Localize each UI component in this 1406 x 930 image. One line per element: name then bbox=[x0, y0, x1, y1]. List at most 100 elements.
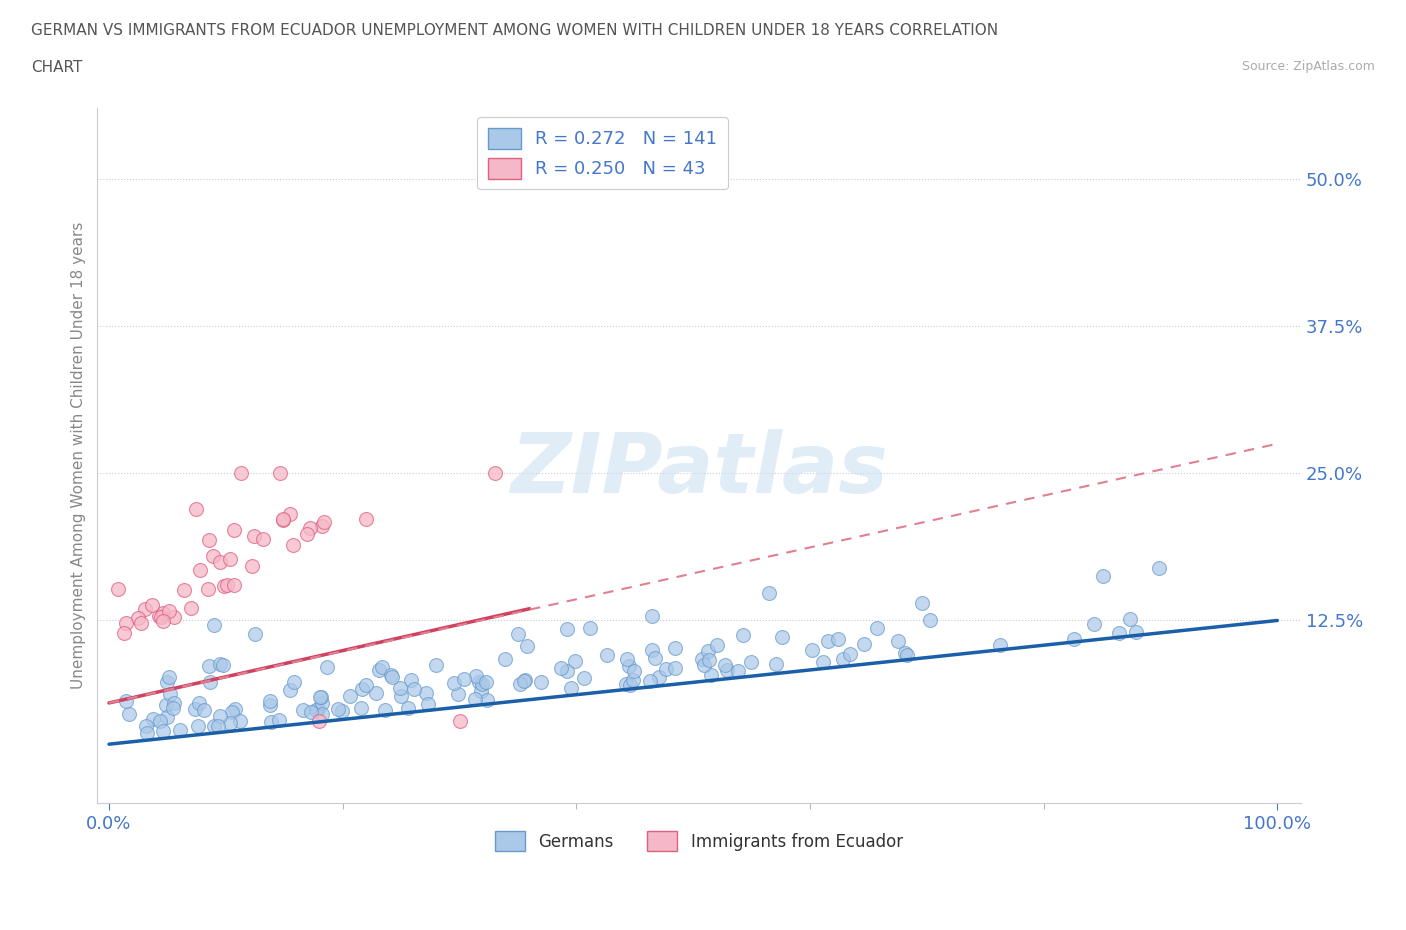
Point bbox=[107, 582, 129, 597]
Point bbox=[259, 694, 281, 709]
Point bbox=[159, 686, 181, 701]
Point bbox=[418, 697, 440, 711]
Point bbox=[197, 581, 219, 596]
Point bbox=[380, 668, 402, 683]
Point bbox=[471, 677, 494, 692]
Point bbox=[208, 657, 231, 671]
Point bbox=[367, 662, 389, 677]
Point bbox=[425, 658, 447, 672]
Point bbox=[1083, 617, 1105, 631]
Point bbox=[644, 651, 666, 666]
Point bbox=[494, 651, 516, 666]
Point bbox=[243, 529, 266, 544]
Point bbox=[229, 713, 252, 728]
Point bbox=[1091, 569, 1114, 584]
Point bbox=[700, 668, 723, 683]
Point bbox=[299, 705, 322, 720]
Point bbox=[664, 641, 686, 656]
Point bbox=[714, 658, 737, 673]
Point bbox=[127, 610, 149, 625]
Point bbox=[564, 654, 586, 669]
Point bbox=[918, 613, 941, 628]
Point bbox=[198, 674, 221, 689]
Point bbox=[623, 664, 645, 679]
Point bbox=[838, 647, 860, 662]
Text: ZIPatlas: ZIPatlas bbox=[510, 429, 889, 510]
Point bbox=[770, 630, 793, 644]
Point bbox=[112, 625, 135, 640]
Point bbox=[690, 652, 713, 667]
Point bbox=[218, 716, 240, 731]
Point bbox=[506, 627, 529, 642]
Point bbox=[152, 614, 174, 629]
Point bbox=[152, 724, 174, 738]
Point bbox=[396, 700, 419, 715]
Point bbox=[328, 701, 350, 716]
Point bbox=[281, 538, 304, 552]
Point bbox=[693, 658, 716, 672]
Point bbox=[330, 704, 353, 719]
Point bbox=[157, 604, 180, 618]
Point bbox=[648, 670, 671, 684]
Point bbox=[617, 658, 640, 673]
Point bbox=[136, 725, 159, 740]
Point bbox=[222, 523, 245, 538]
Point bbox=[311, 707, 333, 722]
Point bbox=[550, 661, 572, 676]
Point bbox=[697, 653, 720, 668]
Point bbox=[852, 637, 875, 652]
Point bbox=[641, 609, 664, 624]
Point bbox=[219, 551, 242, 566]
Point bbox=[202, 618, 225, 632]
Point bbox=[292, 703, 315, 718]
Point bbox=[765, 657, 787, 671]
Point bbox=[221, 705, 243, 720]
Point bbox=[231, 466, 253, 481]
Point bbox=[640, 673, 662, 688]
Point bbox=[614, 676, 637, 691]
Point bbox=[475, 674, 498, 689]
Point bbox=[148, 608, 170, 623]
Point bbox=[389, 688, 412, 703]
Point bbox=[267, 713, 290, 728]
Point bbox=[574, 671, 596, 685]
Point bbox=[309, 689, 332, 704]
Point bbox=[1125, 624, 1147, 639]
Point bbox=[354, 512, 377, 526]
Point bbox=[311, 689, 333, 704]
Text: CHART: CHART bbox=[31, 60, 83, 75]
Point bbox=[212, 658, 235, 673]
Point bbox=[311, 518, 333, 533]
Point bbox=[162, 700, 184, 715]
Point bbox=[446, 686, 468, 701]
Point bbox=[640, 643, 662, 658]
Point bbox=[183, 701, 205, 716]
Point bbox=[364, 685, 387, 700]
Text: Source: ZipAtlas.com: Source: ZipAtlas.com bbox=[1241, 60, 1375, 73]
Y-axis label: Unemployment Among Women with Children Under 18 years: Unemployment Among Women with Children U… bbox=[72, 222, 86, 689]
Point bbox=[1108, 626, 1130, 641]
Point bbox=[150, 610, 173, 625]
Point bbox=[135, 719, 157, 734]
Point bbox=[269, 466, 291, 481]
Point bbox=[243, 627, 266, 642]
Point bbox=[453, 671, 475, 686]
Point bbox=[560, 681, 582, 696]
Point bbox=[530, 675, 553, 690]
Text: GERMAN VS IMMIGRANTS FROM ECUADOR UNEMPLOYMENT AMONG WOMEN WITH CHILDREN UNDER 1: GERMAN VS IMMIGRANTS FROM ECUADOR UNEMPL… bbox=[31, 23, 998, 38]
Point bbox=[201, 549, 224, 564]
Point bbox=[271, 512, 294, 527]
Point bbox=[118, 706, 141, 721]
Point bbox=[579, 621, 602, 636]
Point bbox=[173, 583, 195, 598]
Point bbox=[208, 554, 231, 569]
Point bbox=[307, 701, 329, 716]
Point bbox=[163, 610, 186, 625]
Point bbox=[259, 714, 281, 729]
Point bbox=[443, 675, 465, 690]
Point bbox=[314, 515, 336, 530]
Point bbox=[259, 698, 281, 712]
Point bbox=[142, 711, 165, 726]
Point bbox=[374, 703, 396, 718]
Point bbox=[271, 512, 294, 526]
